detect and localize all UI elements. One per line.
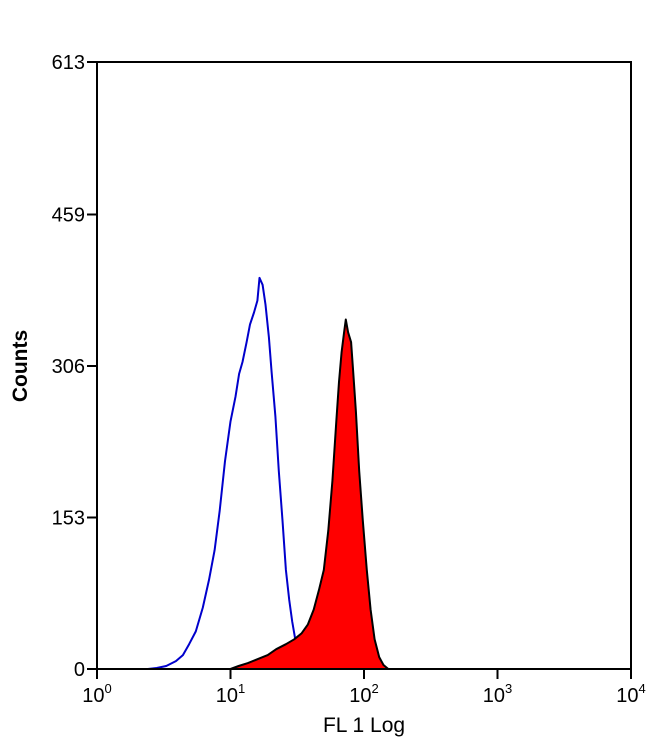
histogram-outline-series bbox=[147, 276, 312, 670]
y-axis-title: Counts bbox=[9, 330, 32, 402]
y-tick-label: 613 bbox=[52, 52, 85, 74]
histogram-filled-series bbox=[229, 318, 390, 670]
y-tick-label: 153 bbox=[52, 507, 85, 529]
ticks-layer: 0 153 306 459 613 100 101 102 103 104 bbox=[52, 52, 646, 707]
x-tick-label: 101 bbox=[216, 681, 245, 707]
x-axis-title: FL 1 Log bbox=[323, 714, 405, 737]
x-tick-label: 104 bbox=[616, 681, 645, 707]
y-tick-label: 306 bbox=[52, 356, 85, 378]
x-tick-label: 103 bbox=[483, 681, 512, 707]
series-layer bbox=[147, 276, 390, 670]
y-tick-label: 459 bbox=[52, 204, 85, 226]
x-tick-label: 102 bbox=[349, 681, 378, 707]
x-tick-label: 100 bbox=[82, 681, 111, 707]
y-tick-label: 0 bbox=[74, 659, 85, 681]
